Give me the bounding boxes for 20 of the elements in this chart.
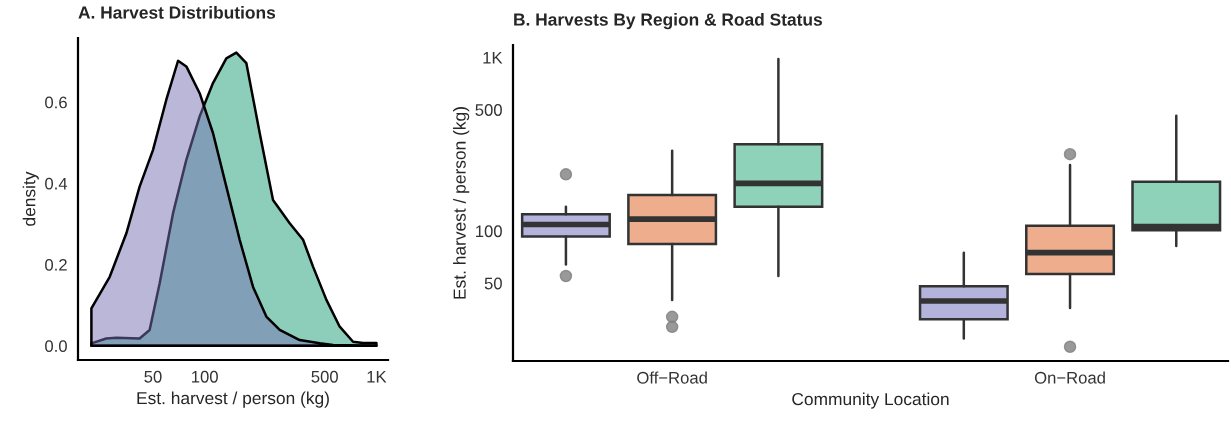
y-tick-label: 0.6: [45, 96, 67, 109]
x-tick-label: 1K: [367, 371, 387, 383]
chart-title: B. Harvests By Region & Road Status: [514, 12, 822, 30]
x-axis-title: Est. harvest / person (kg): [137, 391, 329, 408]
y-axis-title: density: [22, 171, 39, 226]
chart-title: A. Harvest Distributions: [78, 5, 276, 19]
x-tick-label: 500: [311, 370, 338, 383]
y-tick-label: 0.0: [45, 340, 67, 352]
y-axis-title: Est. harvest / person (kg): [453, 107, 470, 299]
y-tick-label: 100: [476, 225, 502, 238]
y-tick-label: 50: [484, 277, 502, 290]
x-axis-title: Community Location: [792, 392, 949, 409]
x-tick-label: 50: [144, 370, 162, 383]
x-tick-label: On−Road: [1034, 371, 1105, 384]
y-tick-label: 0.4: [45, 177, 68, 190]
y-tick-label: 1K: [483, 52, 503, 64]
x-tick-label: 100: [192, 370, 218, 383]
y-tick-label: 500: [475, 104, 502, 116]
y-tick-label: 0.2: [45, 258, 67, 271]
x-tick-label: Off−Road: [637, 371, 707, 384]
